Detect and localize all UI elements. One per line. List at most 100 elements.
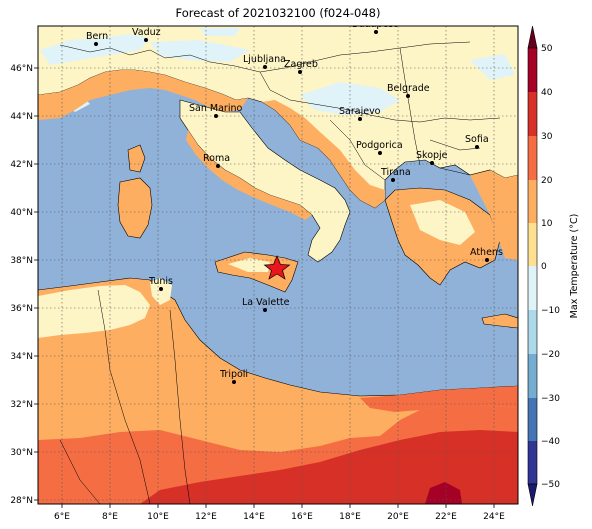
colorbar-tick-label: 0	[541, 262, 547, 272]
city-label: Tirana	[380, 167, 411, 178]
alpine-cold-patch	[150, 40, 250, 62]
colorbar-tick-label: −30	[541, 394, 560, 404]
lat-tick-label: 42°N	[10, 160, 33, 170]
colorbar-band	[528, 441, 537, 484]
latitude-labels: 46°N 44°N 42°N 40°N 38°N 36°N 34°N 32°N …	[10, 64, 33, 506]
city-dot	[430, 161, 434, 165]
city-dot	[374, 30, 378, 34]
lon-tick-label: 20°E	[387, 512, 409, 522]
colorbar-max-arrow	[527, 25, 538, 49]
map-area: Bern Vaduz Budapest Ljubljana Zagreb Bel…	[38, 19, 518, 504]
city-dot	[214, 114, 218, 118]
city-dot	[378, 151, 382, 155]
colorbar-tick-label: −10	[541, 306, 560, 316]
city-dot	[144, 38, 148, 42]
colorbar-tick-label: −20	[541, 350, 560, 360]
city-label: Skopje	[416, 150, 448, 161]
colorbar-band	[528, 310, 537, 354]
greece-inner	[410, 200, 475, 245]
colorbar-tick-label: 10	[541, 219, 553, 229]
sardinia	[117, 177, 153, 239]
alpine-cold-patch	[40, 34, 150, 65]
city-label: Zagreb	[284, 59, 318, 70]
city-label: Bern	[86, 31, 108, 42]
lat-tick-label: 30°N	[10, 448, 33, 458]
lat-tick-label: 40°N	[10, 208, 33, 218]
city-dot	[216, 164, 220, 168]
city-label: Podgorica	[356, 140, 403, 151]
colorbar-band	[528, 398, 537, 441]
city-dot	[475, 145, 479, 149]
sahara-very-hot	[140, 430, 518, 504]
adriatic-coast-warm	[262, 100, 385, 208]
atlas-pale-patch	[38, 285, 150, 338]
colorbar-band	[528, 48, 537, 92]
city-label: San Marino	[189, 103, 242, 114]
city-dot	[391, 178, 395, 182]
city-dot	[232, 380, 236, 384]
lon-tick-label: 12°E	[195, 512, 217, 522]
lon-tick-label: 24°E	[483, 512, 505, 522]
city-label: Tripoli	[219, 369, 248, 380]
lat-tick-label: 32°N	[10, 400, 33, 410]
city-dot	[94, 42, 98, 46]
city-dot	[485, 258, 489, 262]
crete	[481, 313, 518, 329]
city-dot	[298, 70, 302, 74]
city-label: Sofia	[465, 134, 489, 145]
lon-tick-label: 8°E	[102, 512, 118, 522]
lon-tick-label: 14°E	[243, 512, 265, 522]
colorbar-tick-label: −40	[541, 437, 560, 447]
colorbar-band	[528, 354, 537, 398]
italy-west-coast-warm	[186, 130, 312, 220]
city-label: Ljubljana	[243, 54, 286, 65]
lon-tick-label: 16°E	[291, 512, 313, 522]
city-label: Vaduz	[132, 27, 161, 38]
chart-title: Forecast of 2021032100 (f024-048)	[175, 6, 381, 20]
lat-tick-label: 34°N	[10, 352, 33, 362]
colorbar-tick-label: 50	[541, 44, 553, 54]
colorbar-label: Max Temperature (°C)	[569, 214, 580, 319]
axis-tick-marks	[34, 67, 495, 508]
colorbar-tick-label: 30	[541, 132, 553, 142]
lat-tick-label: 46°N	[10, 64, 33, 74]
colorbar-tick-label: 40	[541, 88, 553, 98]
tunisia-pale-patch	[150, 278, 172, 305]
libya-hot-band	[360, 386, 518, 412]
city-dot	[263, 308, 267, 312]
colorbar-band	[528, 136, 537, 180]
colorbar-ticks: 50 40 30 20 10 0 −10 −20 −30 −40 −50	[541, 44, 560, 490]
corsica	[127, 144, 146, 173]
city-label: Athens	[470, 247, 503, 258]
lat-tick-label: 44°N	[10, 112, 33, 122]
gridlines	[38, 26, 518, 504]
lon-tick-label: 22°E	[435, 512, 457, 522]
colorbar-band	[528, 266, 537, 310]
colorbar-band	[528, 223, 537, 266]
colorbar-band	[528, 92, 537, 136]
sicily-inner	[228, 258, 270, 272]
city-label: Sarajevo	[339, 106, 381, 117]
city-markers: Bern Vaduz Budapest Ljubljana Zagreb Bel…	[86, 19, 503, 384]
city-dot	[159, 287, 163, 291]
lat-tick-label: 38°N	[10, 256, 33, 266]
sahara-extreme-hot	[425, 482, 462, 504]
lon-tick-label: 10°E	[147, 512, 169, 522]
colorbar-tick-label: 20	[541, 176, 553, 186]
city-dot	[263, 65, 267, 69]
colorbar-tick-label: −50	[541, 480, 560, 490]
cold-patch	[200, 28, 240, 36]
city-label: Roma	[203, 153, 230, 164]
city-label: Budapest	[352, 19, 397, 30]
city-dot	[358, 117, 362, 121]
city-dot	[406, 94, 410, 98]
city-label: Tunis	[148, 276, 173, 287]
colorbar: 50 40 30 20 10 0 −10 −20 −30 −40 −50 Max…	[527, 25, 580, 507]
colorbar-frame	[527, 47, 538, 485]
colorbar-band	[528, 180, 537, 223]
cold-patch	[470, 54, 515, 80]
longitude-labels: 6°E 8°E 10°E 12°E 14°E 16°E 18°E 20°E 22…	[54, 512, 505, 522]
map-frame	[37, 25, 519, 505]
po-valley-warm	[38, 70, 248, 120]
